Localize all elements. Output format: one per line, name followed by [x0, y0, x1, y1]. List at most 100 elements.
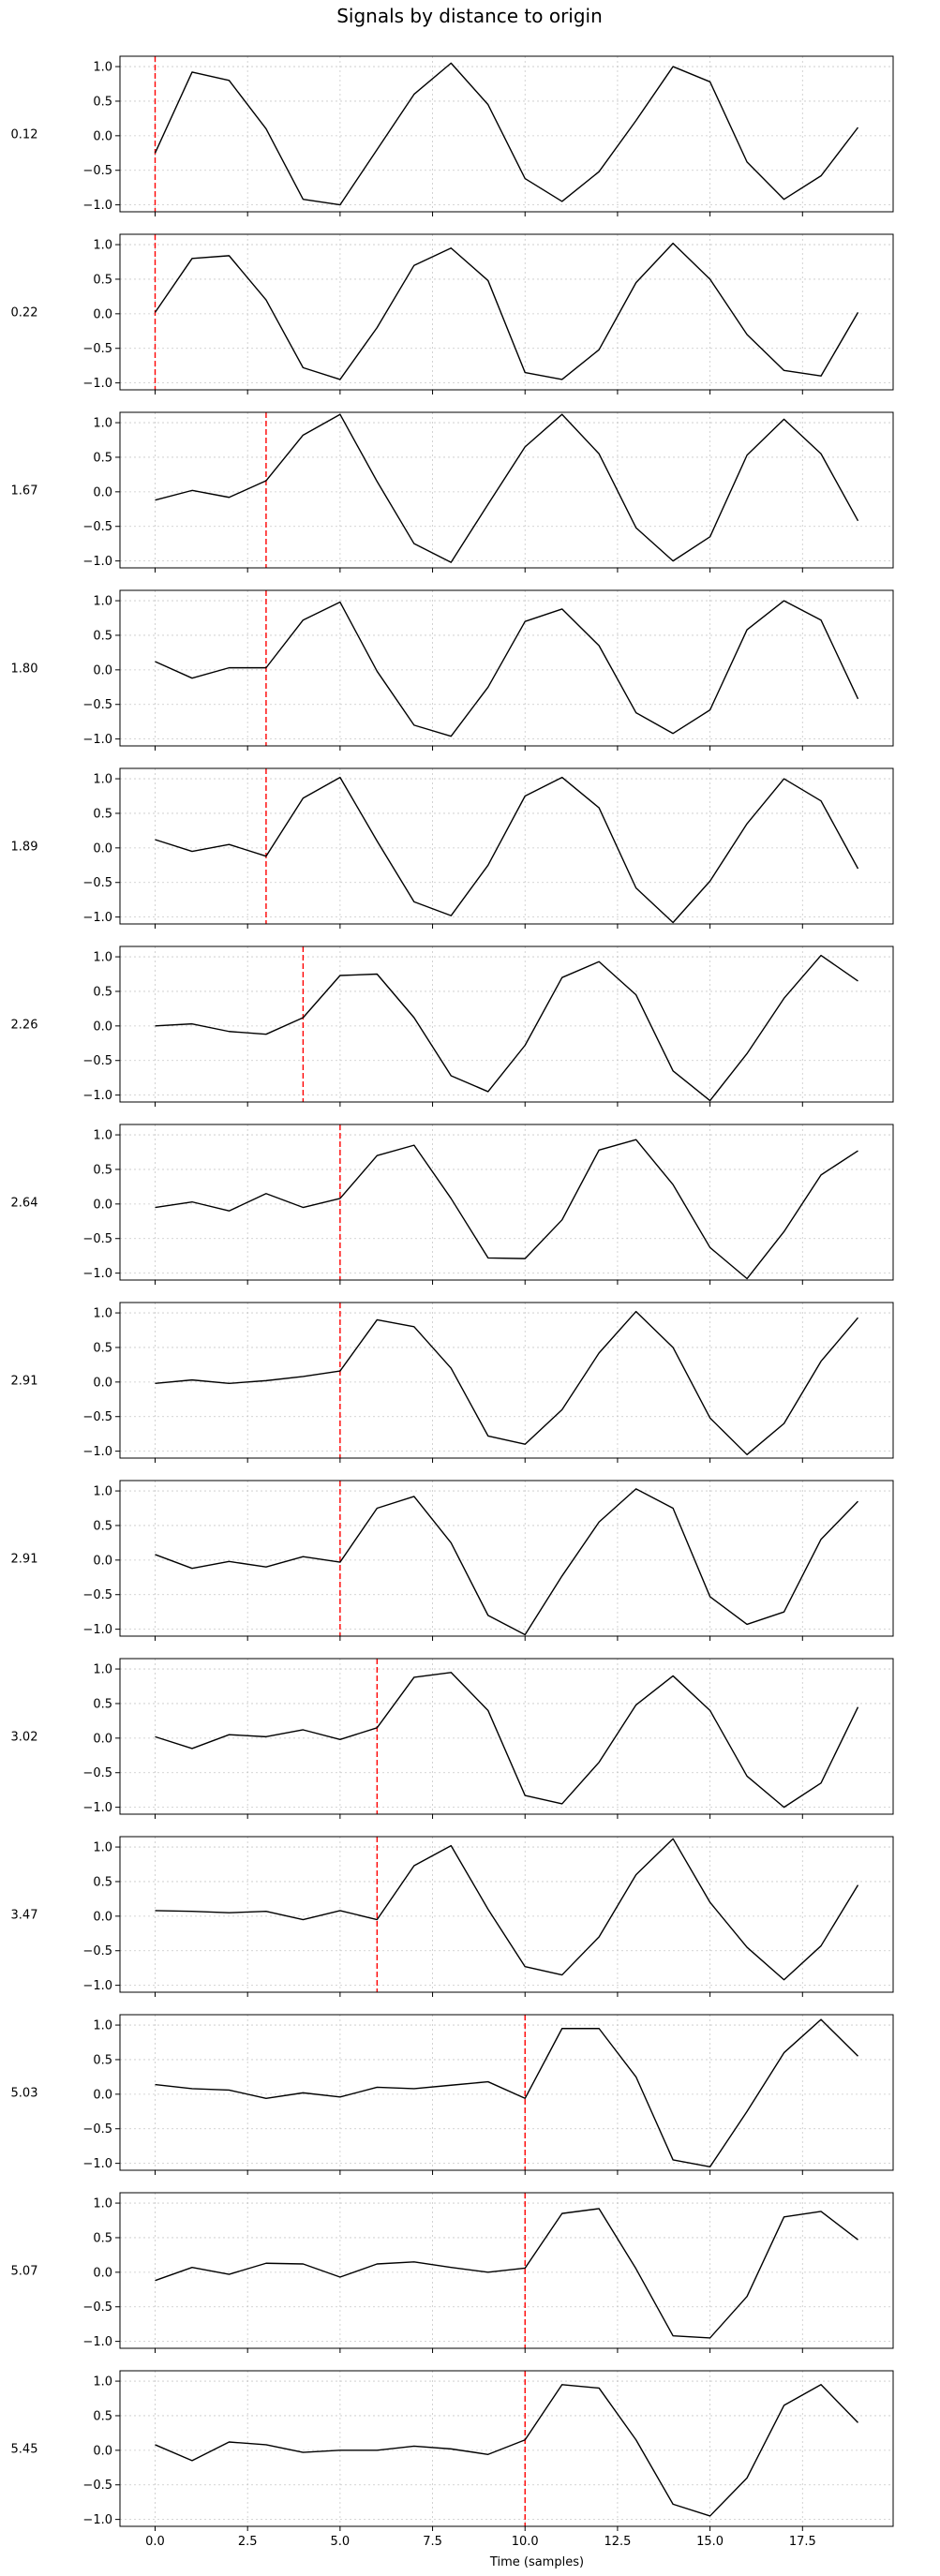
y-tick-label: 0.0 [93, 2266, 112, 2280]
x-tick-label: 10.0 [512, 2535, 539, 2549]
x-tick-label: 17.5 [789, 2535, 816, 2549]
row-label: 3.47 [11, 1909, 38, 1923]
panel-frame [119, 2370, 894, 2527]
row-label: 0.12 [11, 128, 38, 142]
panel-12: −1.0 −0.5 0.0 0.5 1.0 5.03 [11, 2014, 894, 2175]
x-tick-label: 12.5 [604, 2535, 631, 2549]
y-tick-label: 0.5 [93, 1519, 112, 1533]
series-line [155, 600, 859, 737]
y-tick-label: 0.0 [93, 485, 112, 499]
panel-frame [119, 1480, 894, 1637]
series-line [155, 2384, 859, 2517]
panel-frame [119, 767, 894, 925]
y-tick-label: 1.0 [93, 951, 112, 965]
y-tick-label: −1.0 [82, 2513, 112, 2527]
panel-frame [119, 1124, 894, 1281]
series-line [154, 62, 859, 206]
panel-5: −1.0 −0.5 0.0 0.5 1.0 1.89 [11, 767, 894, 929]
y-tick-label: 0.0 [93, 1910, 112, 1924]
panel-14: −1.0 −0.5 0.0 0.5 1.0 0.0 2.5 5.0 7.5 10.0 12.5 15.… [11, 2370, 894, 2549]
panel-1: −1.0 −0.5 0.0 0.5 1.0 0.12 [11, 55, 894, 216]
panel-13: −1.0 −0.5 0.0 0.5 1.0 5.07 [11, 2192, 894, 2353]
series-line [155, 2208, 858, 2339]
y-tick-label: 0.5 [93, 2231, 112, 2245]
y-tick-label: 1.0 [93, 773, 112, 787]
y-tick-label: 1.0 [93, 1663, 112, 1677]
row-label: 0.22 [11, 306, 38, 320]
row-label: 3.02 [11, 1731, 38, 1745]
x-tick-label: 2.5 [238, 2535, 258, 2549]
panel-frame [119, 589, 894, 747]
y-tick-label: 1.0 [93, 417, 112, 431]
y-tick-label: −0.5 [82, 1232, 112, 1246]
y-tick-label: −1.0 [82, 1801, 112, 1815]
y-tick-label: 1.0 [93, 595, 112, 609]
y-tick-label: 0.0 [93, 2088, 112, 2102]
y-tick-label: 0.5 [93, 1697, 112, 1711]
panel-8: −1.0 −0.5 0.0 0.5 1.0 2.91 [11, 1302, 894, 1463]
y-tick-label: 0.0 [93, 129, 112, 143]
y-tick-label: 0.5 [93, 273, 112, 287]
y-tick-label: −1.0 [82, 2335, 112, 2349]
panel-7: −1.0 −0.5 0.0 0.5 1.0 2.64 [11, 1124, 894, 1285]
y-tick-label: 0.0 [93, 663, 112, 678]
panel-9: −1.0 −0.5 0.0 0.5 1.0 2.91 [11, 1480, 894, 1641]
y-tick-label: −1.0 [82, 2157, 112, 2171]
x-tick-label: 5.0 [331, 2535, 351, 2549]
y-tick-label: −1.0 [82, 911, 112, 925]
y-tick-label: −0.5 [82, 1588, 112, 1602]
y-tick-label: 1.0 [93, 1307, 112, 1321]
y-tick-label: −0.5 [82, 1766, 112, 1780]
panels-group: −1.0 −0.5 0.0 0.5 1.0 0.12 −1.0 −0.5 0.0 0.5 1.0 0.… [11, 55, 894, 2549]
chart-title: Signals by distance to origin [336, 5, 603, 27]
y-tick-label: −1.0 [82, 1979, 112, 1993]
series-line [155, 1838, 859, 1981]
y-tick-label: 0.0 [93, 1554, 112, 1568]
panel-frame [119, 1836, 894, 1993]
y-tick-label: −1.0 [82, 1089, 112, 1103]
y-tick-label: −1.0 [82, 555, 112, 569]
row-label: 2.26 [11, 1019, 38, 1033]
y-tick-label: 1.0 [93, 1485, 112, 1499]
y-tick-label: 0.0 [93, 1376, 112, 1390]
panel-frame [119, 233, 894, 391]
series-line [155, 776, 859, 924]
y-tick-label: −0.5 [82, 2301, 112, 2315]
y-tick-label: 0.5 [93, 807, 112, 821]
panel-3: −1.0 −0.5 0.0 0.5 1.0 1.67 [11, 411, 894, 573]
y-tick-label: 0.0 [93, 841, 112, 856]
x-tick-label: 0.0 [145, 2535, 165, 2549]
series-line [155, 1139, 858, 1280]
x-tick-label: 15.0 [696, 2535, 724, 2549]
panel-frame [119, 1302, 894, 1459]
series-line [155, 1672, 859, 1809]
y-tick-label: 0.0 [93, 1732, 112, 1746]
panel-frame [119, 946, 894, 1103]
series-line [155, 2018, 858, 2168]
y-tick-label: 0.0 [93, 307, 112, 321]
y-tick-label: 0.0 [93, 1198, 112, 1212]
y-tick-label: 0.5 [93, 1341, 112, 1355]
row-label: 2.64 [11, 1197, 38, 1211]
y-tick-label: −1.0 [82, 377, 112, 391]
y-tick-label: 0.5 [93, 451, 112, 465]
y-tick-label: 0.5 [93, 2409, 112, 2423]
y-tick-label: −0.5 [82, 342, 112, 356]
y-tick-label: −0.5 [82, 164, 112, 178]
y-tick-label: 0.0 [93, 1020, 112, 1034]
panel-frame [119, 2014, 894, 2171]
series-line [155, 1488, 859, 1636]
y-tick-label: 1.0 [93, 2197, 112, 2211]
y-tick-label: 1.0 [93, 61, 112, 75]
y-tick-label: 0.5 [93, 95, 112, 109]
y-tick-label: 0.5 [93, 629, 112, 643]
y-tick-label: −1.0 [82, 733, 112, 747]
y-tick-label: 0.5 [93, 1163, 112, 1177]
row-label: 5.07 [11, 2265, 38, 2279]
y-tick-label: 0.5 [93, 2053, 112, 2067]
row-label: 1.67 [11, 484, 38, 499]
panel-10: −1.0 −0.5 0.0 0.5 1.0 3.02 [11, 1658, 894, 1819]
panel-4: −1.0 −0.5 0.0 0.5 1.0 1.80 [11, 589, 894, 751]
series-line [155, 954, 858, 1102]
panel-frame [119, 411, 894, 569]
